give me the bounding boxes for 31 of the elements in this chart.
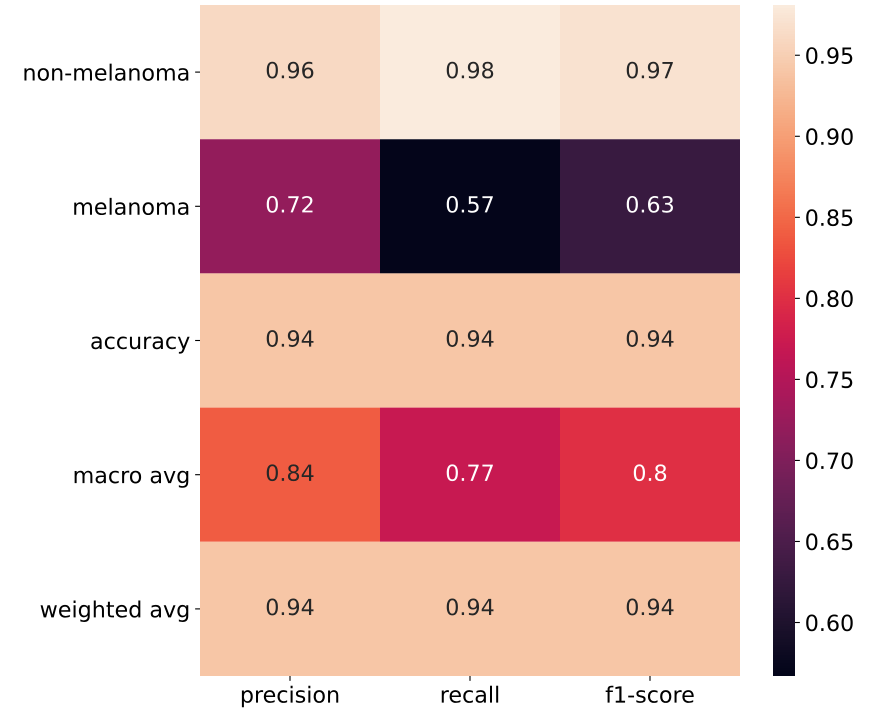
x-tick-label: f1-score xyxy=(606,686,694,703)
data-label: 0.96 xyxy=(266,62,314,79)
data-label: 0.57 xyxy=(446,196,493,213)
data-label: 0.77 xyxy=(446,464,493,482)
color-bar-label: 0.90 xyxy=(806,128,853,146)
data-label: 0.72 xyxy=(266,196,313,213)
x-tick-label: recall xyxy=(442,686,498,703)
color-bar-label: 0.80 xyxy=(806,290,853,308)
data-label: 0.94 xyxy=(446,330,494,347)
x-tick-label: precision xyxy=(242,686,338,708)
y-tick-label: macro avg xyxy=(74,470,188,488)
data-label: 0.84 xyxy=(266,464,314,482)
y-tick-label: non-melanoma xyxy=(24,64,188,81)
color-bar-label: 0.60 xyxy=(806,614,853,632)
color-bar-label: 0.70 xyxy=(806,452,853,470)
data-label: 0.94 xyxy=(266,330,314,347)
color-bar-label: 0.95 xyxy=(806,47,852,64)
data-label: 0.97 xyxy=(626,62,673,79)
color-bar-label: 0.75 xyxy=(806,371,852,388)
data-label: 0.98 xyxy=(446,62,494,79)
data-label: 0.94 xyxy=(446,598,494,616)
data-label: 0.94 xyxy=(626,598,674,616)
color-bar-label: 0.65 xyxy=(806,533,852,550)
data-label: 0.63 xyxy=(626,196,673,213)
y-tick-label: weighted avg xyxy=(40,600,188,622)
data-label: 0.8 xyxy=(634,464,666,482)
y-tick-label: accuracy xyxy=(91,336,190,354)
data-label: 0.94 xyxy=(626,330,674,347)
data-label: 0.94 xyxy=(266,598,314,616)
color-bar-label: 0.85 xyxy=(806,209,852,226)
y-tick-label: melanoma xyxy=(74,198,188,216)
